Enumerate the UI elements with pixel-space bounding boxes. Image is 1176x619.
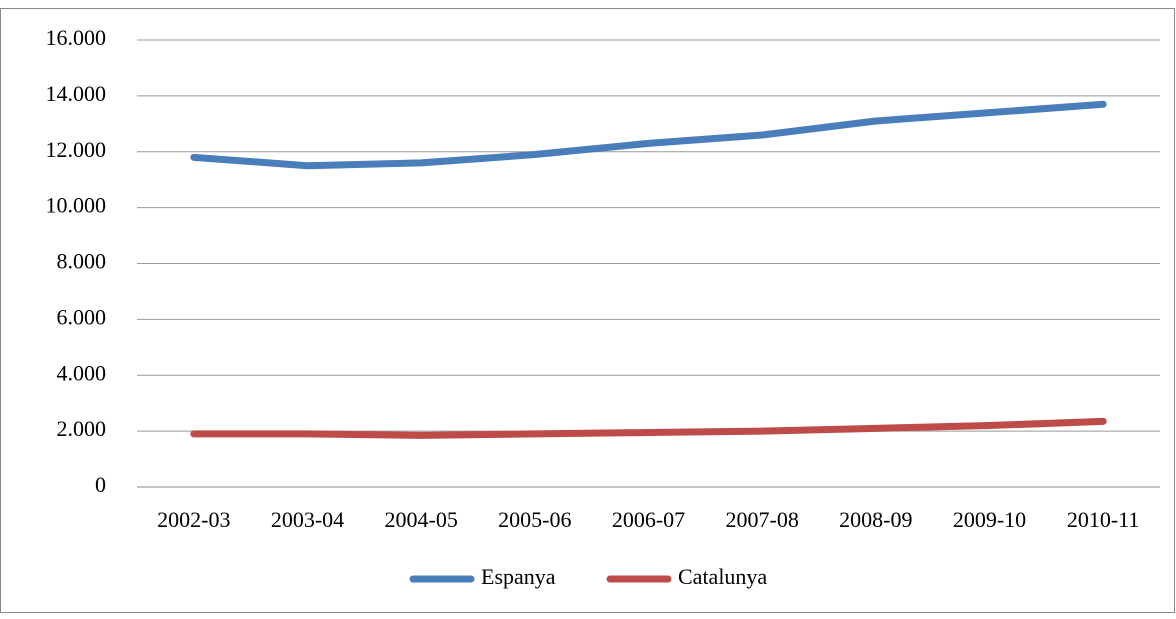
y-tick-label: 0 [95, 472, 106, 497]
y-tick-label: 14.000 [46, 81, 107, 106]
x-tick-label: 2004-05 [385, 507, 458, 532]
x-tick-label: 2002-03 [157, 507, 230, 532]
y-tick-label: 4.000 [57, 360, 107, 385]
x-tick-label: 2009-10 [953, 507, 1026, 532]
y-tick-label: 12.000 [46, 137, 107, 162]
chart-border [0, 8, 1175, 613]
x-tick-label: 2008-09 [839, 507, 912, 532]
y-tick-label: 8.000 [57, 249, 107, 274]
y-tick-label: 6.000 [57, 304, 107, 329]
x-tick-label: 2003-04 [271, 507, 344, 532]
x-tick-label: 2005-06 [498, 507, 571, 532]
line-series [190, 100, 1107, 170]
y-tick-label: 10.000 [46, 193, 107, 218]
line-series [190, 417, 1107, 439]
x-tick-label: 2006-07 [612, 507, 685, 532]
legend-label: Espanya [481, 564, 556, 589]
y-tick-label: 16.000 [46, 25, 107, 50]
y-tick-label: 2.000 [57, 416, 107, 441]
x-tick-label: 2010-11 [1067, 507, 1140, 532]
x-tick-label: 2007-08 [726, 507, 799, 532]
legend-label: Catalunya [678, 564, 767, 589]
